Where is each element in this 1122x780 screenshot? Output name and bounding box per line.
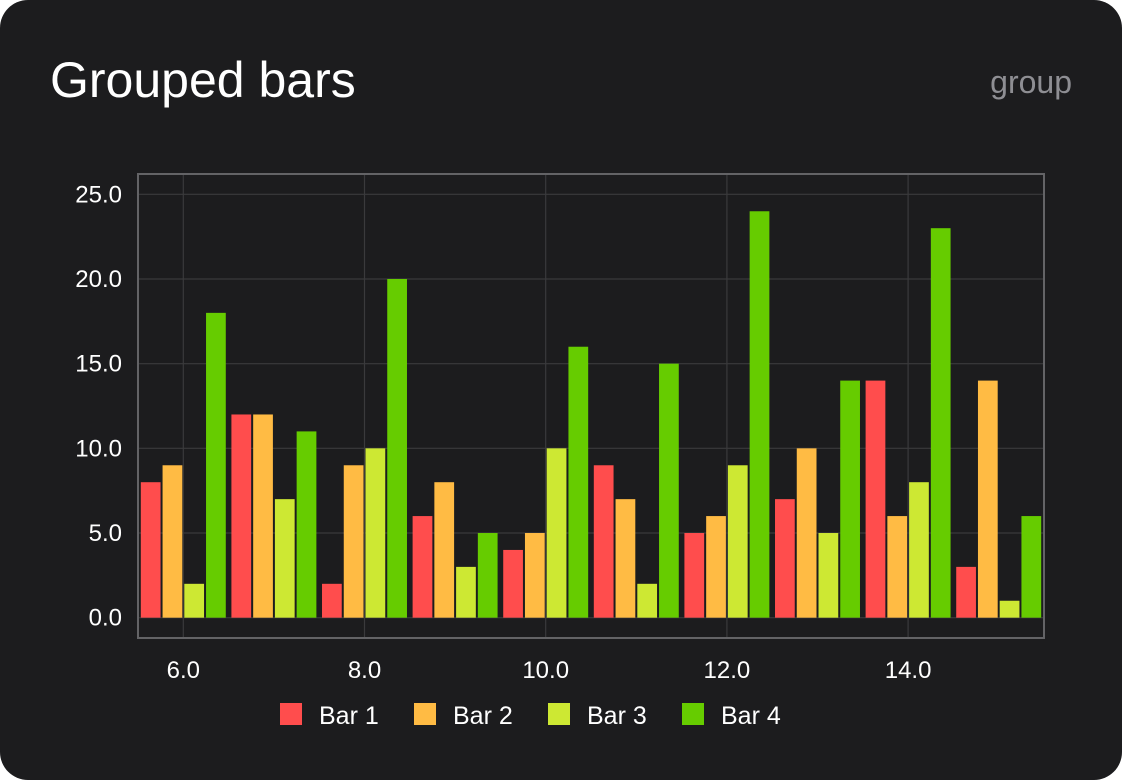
x-tick-label: 12.0 xyxy=(704,657,751,684)
x-tick-label: 14.0 xyxy=(885,657,932,684)
legend-label: Bar 1 xyxy=(319,702,379,730)
bar-bar-4 xyxy=(568,346,589,618)
bar-bar-2 xyxy=(796,448,817,618)
y-tick-label: 0.0 xyxy=(89,605,122,632)
bar-bar-2 xyxy=(253,414,273,618)
legend-label: Bar 3 xyxy=(587,702,647,730)
x-tick-label: 6.0 xyxy=(167,657,200,684)
bar-bar-2 xyxy=(524,533,545,618)
bar-bar-4 xyxy=(659,363,679,618)
bar-bar-4 xyxy=(296,431,317,618)
y-tick-label: 25.0 xyxy=(75,181,122,208)
bar-bar-2 xyxy=(706,516,726,618)
y-tick-label: 15.0 xyxy=(75,351,122,378)
bar-bar-2 xyxy=(977,380,998,618)
bar-bar-3 xyxy=(184,583,205,618)
bar-bar-1 xyxy=(322,583,342,618)
bar-bar-4 xyxy=(930,228,951,618)
x-tick-label: 8.0 xyxy=(348,657,381,684)
bar-bar-2 xyxy=(615,499,636,618)
bar-bar-4 xyxy=(477,533,498,618)
bar-bar-1 xyxy=(684,533,705,618)
bar-bar-3 xyxy=(546,448,567,618)
bar-bar-3 xyxy=(637,583,658,618)
legend-label: Bar 2 xyxy=(453,702,513,730)
y-tick-label: 10.0 xyxy=(75,435,122,462)
x-tick-label: 10.0 xyxy=(522,657,569,684)
bar-bar-3 xyxy=(365,448,386,618)
bar-bar-1 xyxy=(503,549,523,618)
chart-type-tag: group xyxy=(990,64,1072,100)
legend-swatch xyxy=(682,703,704,725)
y-tick-label: 20.0 xyxy=(75,266,122,293)
bar-bar-2 xyxy=(434,482,455,618)
plot-frame xyxy=(137,173,1045,639)
bar-bar-3 xyxy=(909,482,929,618)
bar-bar-3 xyxy=(818,533,839,618)
bar-bar-2 xyxy=(887,516,908,618)
bar-bar-3 xyxy=(456,566,476,618)
bar-bar-2 xyxy=(343,465,364,618)
bar-bar-1 xyxy=(140,482,161,618)
chart-title: Grouped bars xyxy=(50,52,356,108)
legend-label: Bar 4 xyxy=(721,702,781,730)
bar-bar-1 xyxy=(412,516,433,618)
bar-bar-4 xyxy=(1021,516,1042,618)
bar-bar-1 xyxy=(956,566,976,618)
bar-bar-3 xyxy=(274,499,295,618)
bar-bar-2 xyxy=(162,465,183,618)
bar-bar-4 xyxy=(206,312,226,618)
bar-bar-1 xyxy=(865,380,886,618)
bar-bar-1 xyxy=(231,414,252,618)
bar-bar-1 xyxy=(775,499,795,618)
bar-bar-4 xyxy=(387,278,407,618)
legend-swatch xyxy=(414,703,436,725)
bar-bar-4 xyxy=(840,380,860,618)
legend-swatch xyxy=(280,703,302,725)
y-tick-label: 5.0 xyxy=(89,520,122,547)
bar-bar-3 xyxy=(999,600,1020,618)
bar-bar-1 xyxy=(593,465,614,618)
bar-bar-3 xyxy=(727,465,748,618)
legend-swatch xyxy=(548,703,570,725)
bar-bar-4 xyxy=(749,211,770,618)
